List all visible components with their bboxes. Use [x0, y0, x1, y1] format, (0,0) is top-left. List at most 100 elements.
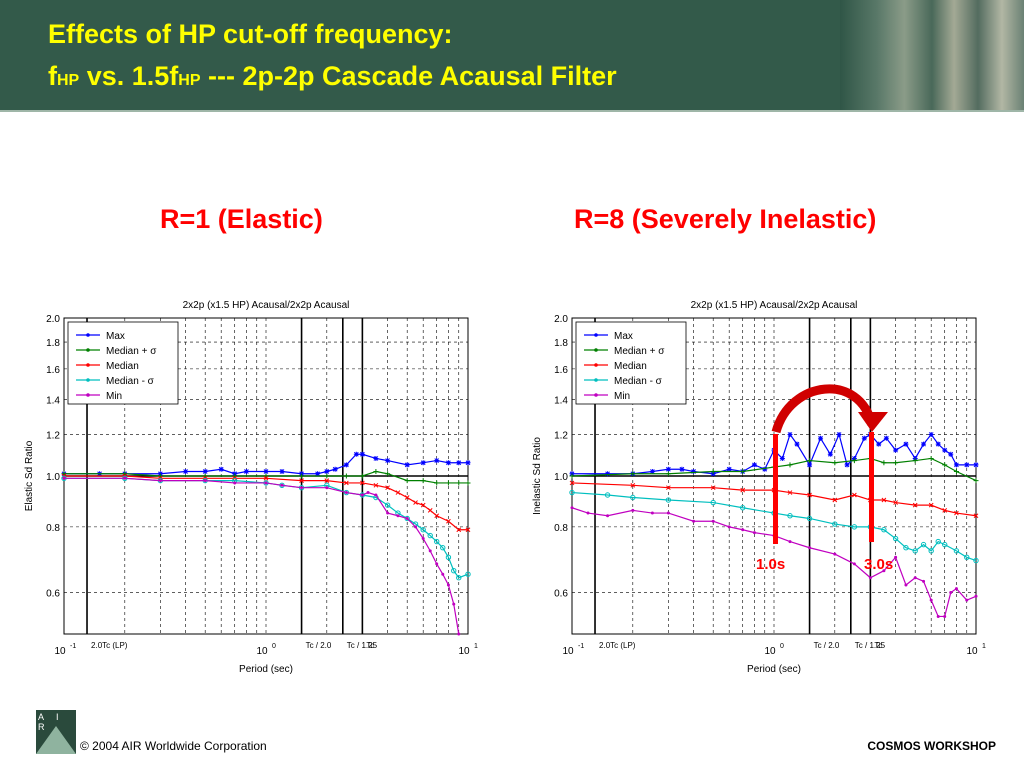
data-point: [881, 527, 887, 533]
data-point: [233, 481, 237, 485]
legend-marker: [594, 393, 598, 397]
data-point: [948, 451, 954, 457]
data-point: [806, 515, 813, 522]
data-point: [711, 519, 715, 523]
x-tick-label: 10: [562, 646, 574, 657]
data-point: [420, 502, 426, 508]
y-tick-label: 1.6: [46, 365, 60, 376]
data-point: [396, 514, 400, 518]
y-tick-label: 0.8: [46, 523, 60, 534]
data-point: [569, 489, 575, 496]
data-point: [344, 480, 349, 486]
data-point: [445, 480, 451, 486]
legend-marker: [86, 363, 90, 367]
data-point: [452, 602, 456, 606]
data-point: [183, 468, 189, 474]
data-point: [953, 468, 959, 474]
data-point: [973, 478, 979, 484]
y-tick-label: 0.6: [46, 588, 60, 599]
data-point: [202, 468, 208, 474]
data-point: [692, 519, 696, 523]
data-point: [385, 458, 391, 464]
data-point: [794, 441, 800, 447]
data-point: [929, 598, 933, 602]
y-tick-label: 1.4: [554, 395, 568, 406]
data-point: [964, 554, 970, 561]
data-point: [892, 535, 899, 542]
data-point: [631, 508, 635, 512]
data-point: [920, 541, 927, 548]
data-point: [912, 458, 918, 464]
y-tick-label: 1.8: [46, 338, 60, 349]
data-point: [606, 514, 610, 518]
x-tick-exponent: 0: [272, 643, 276, 650]
data-point: [751, 462, 757, 468]
data-point: [942, 447, 948, 453]
legend-label: Median - σ: [614, 376, 663, 387]
x-tick-exponent: -1: [70, 643, 76, 650]
data-point: [665, 466, 671, 472]
chart-legend: Max Median + σ Median Median - σ Min: [575, 321, 687, 405]
legend-label: Min: [614, 391, 630, 402]
data-point: [649, 468, 655, 474]
x-tick-label: 10: [966, 646, 978, 657]
x-tick-exponent: -1: [578, 643, 584, 650]
data-point: [414, 525, 418, 529]
data-point: [904, 583, 908, 587]
series-max: [61, 451, 471, 477]
legend-marker: [86, 348, 90, 352]
data-point: [787, 490, 793, 495]
x-tick-exponent: 1: [474, 643, 478, 650]
x-axis-label: Period (sec): [239, 664, 293, 675]
data-point: [893, 447, 899, 453]
data-point: [324, 478, 330, 483]
data-point: [807, 458, 813, 464]
data-point: [343, 473, 349, 479]
data-point: [827, 451, 833, 457]
x-tick-label: 10: [256, 646, 268, 657]
period-marker-label: Tc / 2.0: [306, 641, 332, 650]
period-marker-label: 2.0Tc (LP): [91, 641, 128, 650]
data-point: [456, 460, 462, 466]
data-point: [343, 462, 349, 468]
data-point: [727, 525, 731, 529]
data-point: [666, 511, 670, 515]
data-point: [752, 531, 756, 535]
period-marker-label: Tc: [366, 641, 374, 650]
legend-marker: [86, 333, 90, 337]
data-point: [465, 527, 471, 533]
data-point: [928, 502, 934, 508]
data-point: [62, 476, 66, 480]
data-point: [710, 499, 716, 506]
data-point: [922, 579, 926, 583]
data-point: [586, 511, 590, 515]
data-point: [420, 527, 426, 533]
data-point: [942, 462, 948, 468]
legend-label: Median: [614, 361, 647, 372]
data-point: [344, 491, 348, 495]
legend-marker: [594, 348, 598, 352]
data-point: [851, 524, 858, 530]
legend-label: Median - σ: [106, 376, 155, 387]
data-point: [943, 614, 947, 618]
y-tick-label: 2.0: [554, 314, 568, 325]
data-point: [936, 614, 940, 618]
data-point: [605, 471, 611, 477]
data-point: [434, 480, 440, 486]
data-point: [203, 479, 207, 483]
marker-bar-3s: [869, 432, 874, 542]
heading-inelastic: R=8 (Severely Inelastic): [574, 204, 877, 234]
data-point: [404, 478, 410, 484]
data-point: [832, 521, 838, 527]
data-point: [903, 441, 909, 447]
data-point: [456, 575, 462, 581]
data-point: [445, 554, 452, 561]
data-point: [935, 538, 941, 545]
data-point: [894, 555, 898, 559]
data-point: [218, 466, 224, 472]
data-point: [280, 483, 284, 487]
heading-elastic: R=1 (Elastic): [160, 204, 323, 234]
data-point: [373, 482, 379, 488]
data-point: [360, 480, 365, 486]
